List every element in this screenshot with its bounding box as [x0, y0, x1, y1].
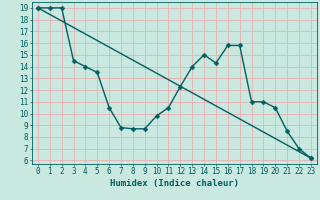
X-axis label: Humidex (Indice chaleur): Humidex (Indice chaleur) — [110, 179, 239, 188]
